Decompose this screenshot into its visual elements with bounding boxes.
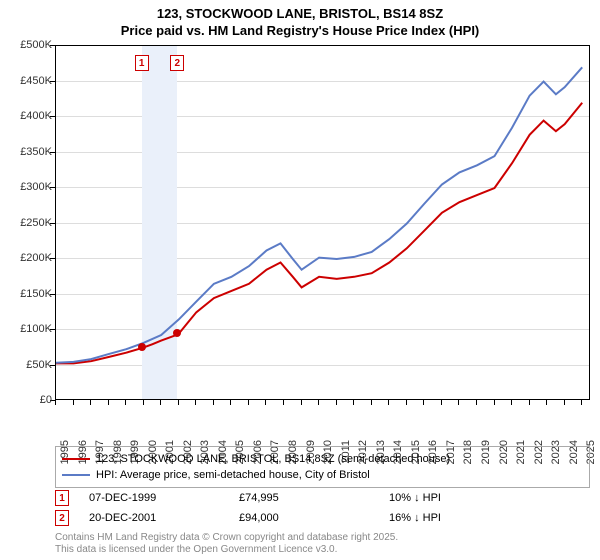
footer-line: Contains HM Land Registry data © Crown c… [55,532,398,544]
sale-date: 20-DEC-2001 [89,512,239,524]
sale-price: £94,000 [239,512,389,524]
y-axis-label: £150K [2,288,52,300]
legend-row: 123, STOCKWOOD LANE, BRISTOL, BS14 8SZ (… [62,451,583,467]
sale-price: £74,995 [239,492,389,504]
sale-dot [138,343,146,351]
legend-row: HPI: Average price, semi-detached house,… [62,467,583,483]
sale-delta: 16% ↓ HPI [389,512,539,524]
y-axis-label: £0 [2,394,52,406]
legend-box: 123, STOCKWOOD LANE, BRISTOL, BS14 8SZ (… [55,446,590,488]
legend-label: HPI: Average price, semi-detached house,… [96,469,370,481]
y-axis-label: £400K [2,110,52,122]
sale-marker-box: 2 [170,55,184,71]
table-marker-box: 2 [55,510,69,526]
attribution-footer: Contains HM Land Registry data © Crown c… [55,532,398,556]
footer-line: This data is licensed under the Open Gov… [55,544,398,556]
chart-title-line1: 123, STOCKWOOD LANE, BRISTOL, BS14 8SZ [0,0,600,23]
legend-swatch [62,458,90,460]
y-axis-label: £500K [2,39,52,51]
y-axis-label: £350K [2,146,52,158]
table-row: 2 20-DEC-2001 £94,000 16% ↓ HPI [55,508,539,528]
sale-date: 07-DEC-1999 [89,492,239,504]
y-axis-label: £50K [2,359,52,371]
series-hpi [56,67,582,362]
chart-title-line2: Price paid vs. HM Land Registry's House … [0,23,600,38]
sale-table: 1 07-DEC-1999 £74,995 10% ↓ HPI 2 20-DEC… [55,488,539,528]
y-axis-label: £450K [2,75,52,87]
y-axis-label: £100K [2,323,52,335]
table-row: 1 07-DEC-1999 £74,995 10% ↓ HPI [55,488,539,508]
y-axis-label: £300K [2,181,52,193]
table-marker-box: 1 [55,490,69,506]
chart-container: 123, STOCKWOOD LANE, BRISTOL, BS14 8SZ P… [0,0,600,560]
legend-label: 123, STOCKWOOD LANE, BRISTOL, BS14 8SZ (… [96,453,450,465]
sale-marker-box: 1 [135,55,149,71]
line-chart-svg [56,46,589,399]
sale-delta: 10% ↓ HPI [389,492,539,504]
y-axis-label: £250K [2,217,52,229]
legend-swatch [62,474,90,476]
plot-area [55,45,590,400]
y-axis-label: £200K [2,252,52,264]
